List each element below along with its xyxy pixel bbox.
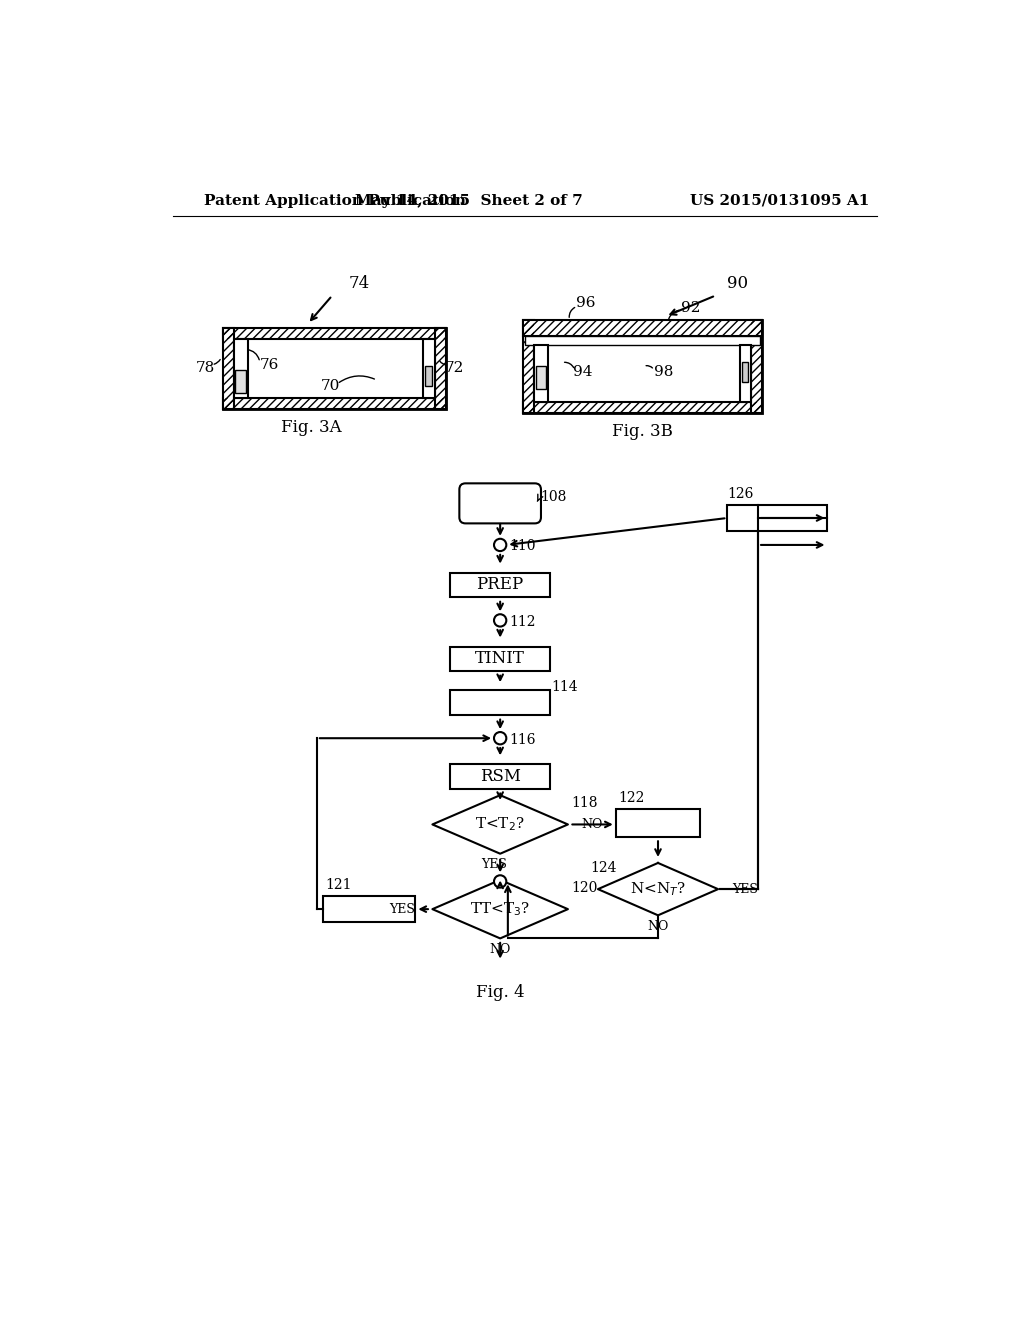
Text: 122: 122	[617, 791, 644, 804]
Text: May 14, 2015  Sheet 2 of 7: May 14, 2015 Sheet 2 of 7	[355, 194, 584, 207]
FancyBboxPatch shape	[460, 483, 541, 524]
Text: NO: NO	[582, 818, 603, 832]
Text: 112: 112	[509, 615, 536, 628]
Text: 98: 98	[654, 366, 674, 379]
Bar	[535, 345, 548, 401]
Bar	[451, 764, 550, 789]
Text: T<T$_2$?: T<T$_2$?	[475, 816, 525, 833]
Bar	[742, 363, 749, 381]
Bar	[223, 397, 446, 409]
Bar	[752, 321, 762, 412]
Bar	[524, 335, 761, 345]
Text: 118: 118	[571, 796, 597, 810]
Bar	[523, 401, 762, 412]
Text: N<N$_T$?: N<N$_T$?	[630, 880, 686, 898]
Text: 78: 78	[196, 360, 215, 375]
Text: TINIT: TINIT	[475, 651, 525, 668]
Text: 110: 110	[509, 540, 536, 553]
Bar	[752, 321, 762, 412]
Bar	[523, 321, 762, 335]
Bar	[523, 401, 762, 412]
Text: NO: NO	[489, 942, 511, 956]
Bar	[223, 327, 233, 409]
Bar	[423, 339, 435, 397]
Text: YES: YES	[481, 858, 507, 871]
Text: 121: 121	[326, 878, 352, 892]
Text: 124: 124	[590, 861, 616, 875]
Text: 96: 96	[575, 296, 595, 310]
Bar	[425, 367, 432, 385]
Circle shape	[494, 875, 506, 887]
Bar	[451, 690, 550, 715]
Text: Fig. 3B: Fig. 3B	[612, 424, 673, 441]
Text: 92: 92	[681, 301, 700, 314]
Circle shape	[494, 733, 506, 744]
Text: RSM: RSM	[479, 768, 520, 785]
Text: 90: 90	[727, 275, 749, 292]
Bar	[233, 339, 248, 397]
Bar	[223, 327, 233, 409]
Text: 126: 126	[727, 487, 754, 502]
Bar	[223, 327, 446, 409]
Bar	[223, 327, 446, 339]
Bar	[615, 809, 700, 837]
Text: 114: 114	[552, 680, 579, 693]
Bar	[451, 573, 550, 598]
Circle shape	[494, 614, 506, 627]
Text: PREP: PREP	[476, 577, 524, 594]
Circle shape	[494, 539, 506, 552]
Text: YES: YES	[389, 903, 416, 916]
Text: US 2015/0131095 A1: US 2015/0131095 A1	[690, 194, 869, 207]
Text: Fig. 3A: Fig. 3A	[282, 420, 342, 437]
Text: TT<T$_3$?: TT<T$_3$?	[470, 900, 530, 917]
Bar	[727, 506, 827, 531]
Bar	[523, 321, 535, 412]
Bar	[323, 896, 416, 923]
Text: 72: 72	[444, 360, 464, 375]
Text: NO: NO	[647, 920, 669, 933]
Text: 108: 108	[541, 490, 566, 504]
Text: 116: 116	[509, 733, 536, 747]
Bar	[523, 321, 762, 335]
Text: 76: 76	[260, 358, 280, 372]
Bar	[536, 367, 547, 389]
Bar	[223, 397, 446, 409]
Bar	[223, 327, 446, 339]
Text: YES: YES	[732, 883, 758, 896]
Bar	[740, 345, 752, 401]
Text: Patent Application Publication: Patent Application Publication	[204, 194, 466, 207]
Bar	[523, 321, 762, 412]
Text: Fig. 4: Fig. 4	[476, 983, 524, 1001]
Text: 94: 94	[573, 366, 593, 379]
Text: 74: 74	[348, 275, 370, 292]
Bar	[523, 321, 535, 412]
Text: 120: 120	[571, 880, 597, 895]
Bar	[236, 370, 246, 393]
Bar	[435, 327, 446, 409]
Text: 70: 70	[322, 379, 340, 392]
Bar	[451, 647, 550, 671]
Bar	[435, 327, 446, 409]
